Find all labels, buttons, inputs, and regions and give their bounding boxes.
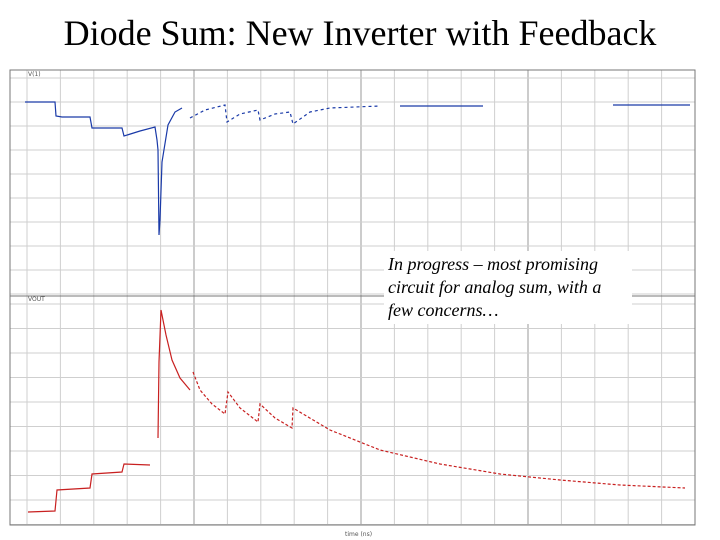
bottom-waveform — [157, 309, 191, 439]
signal-label: V(1) — [28, 71, 41, 78]
x-axis-label: time (ns) — [345, 531, 372, 538]
annotation: In progress – most promising circuit for… — [384, 251, 632, 324]
signal-label: VOUT — [28, 296, 45, 303]
bottom-waveform — [27, 463, 151, 513]
plot-frame — [9, 69, 696, 526]
top-waveform — [25, 101, 183, 236]
top-waveform — [189, 104, 381, 125]
bottom-waveform — [192, 371, 686, 489]
slide-title: Diode Sum: New Inverter with Feedback — [63, 13, 657, 53]
